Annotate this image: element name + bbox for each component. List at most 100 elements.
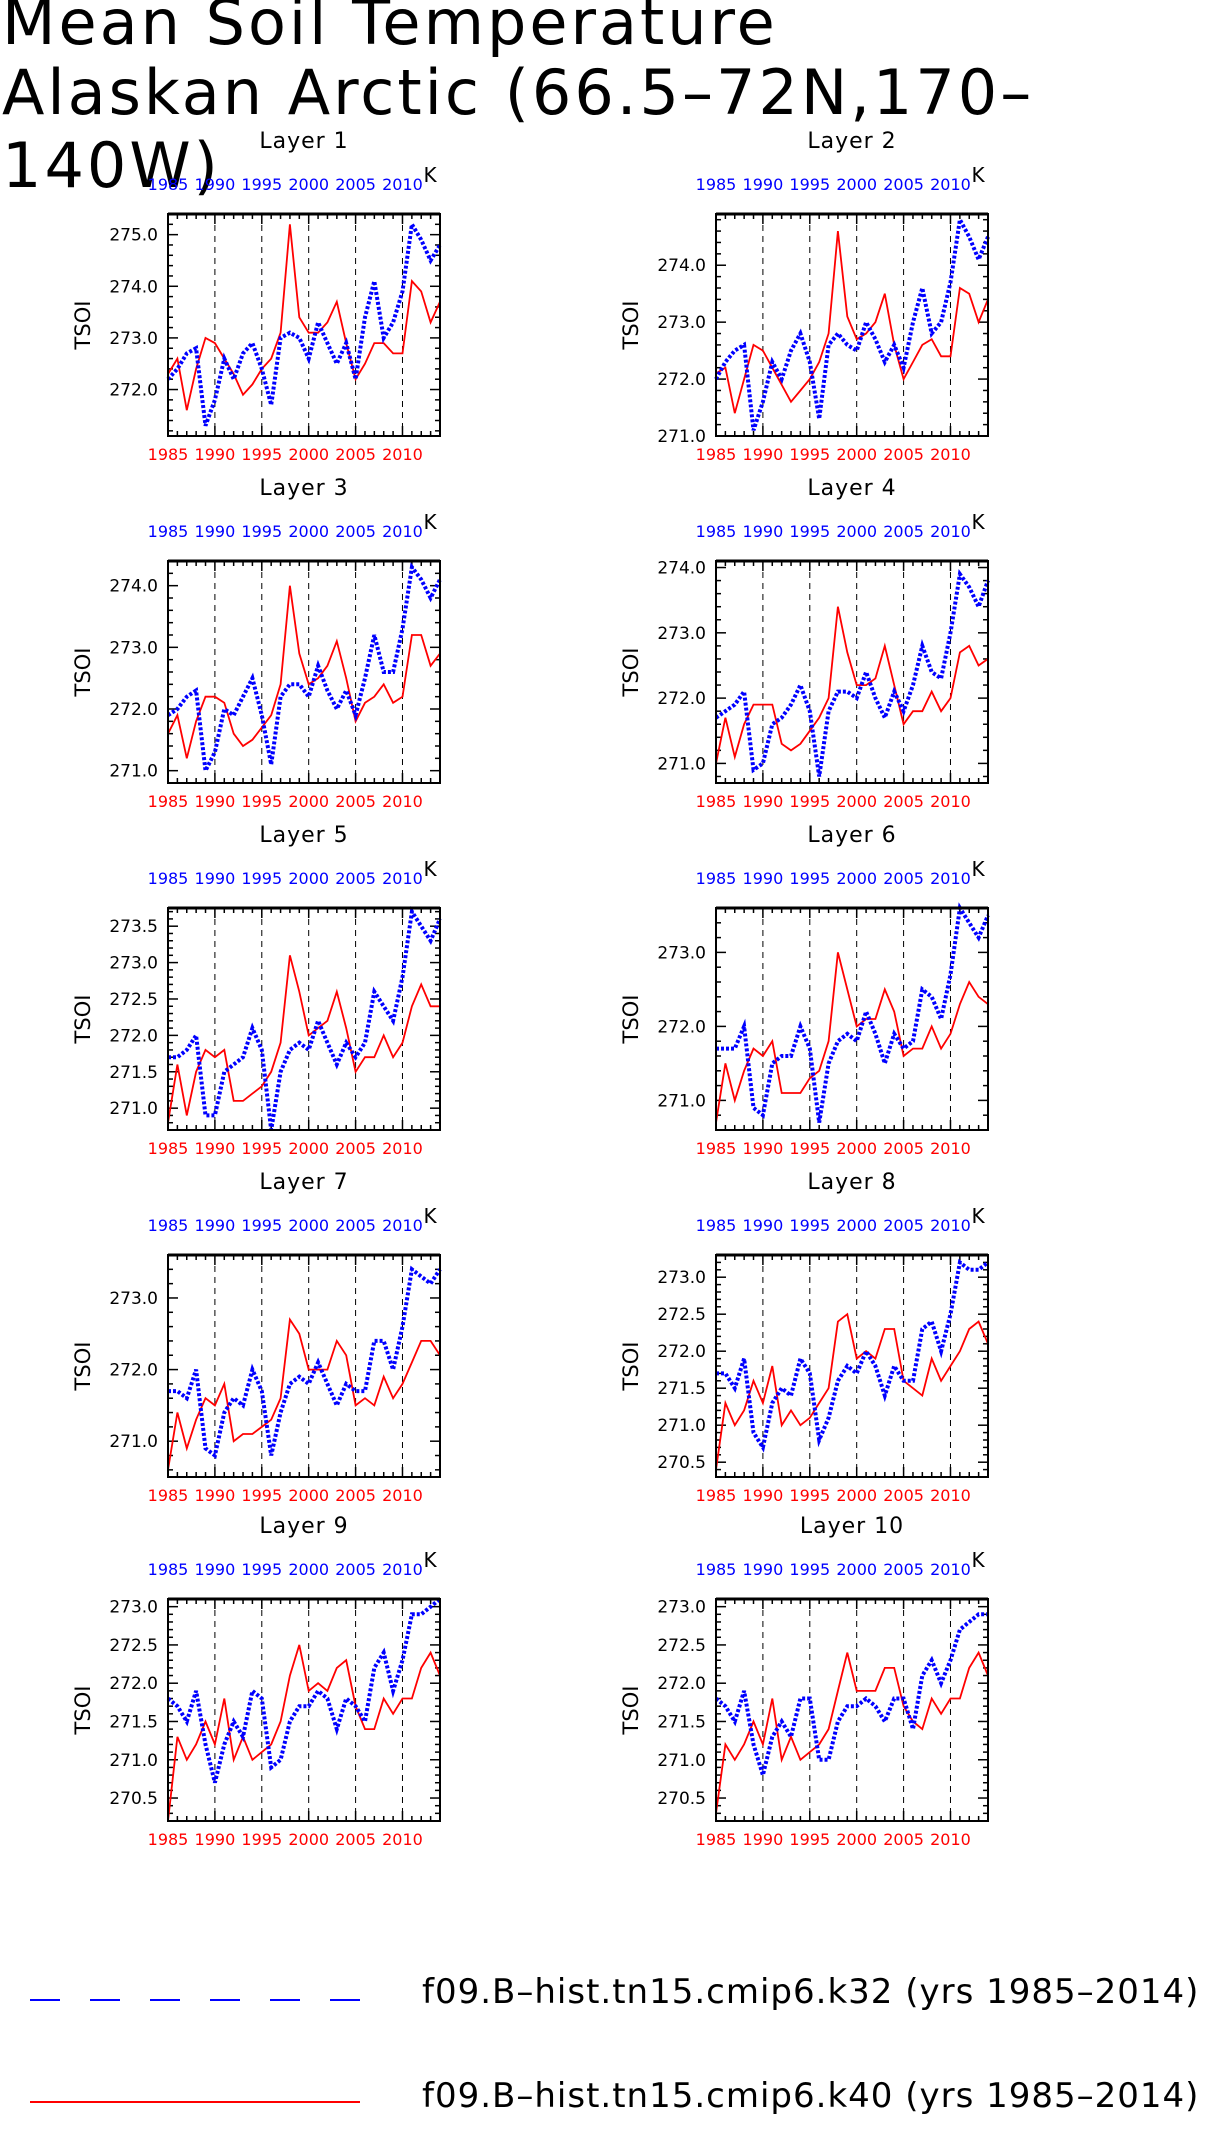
panel-4-xtick-label-bottom: 1990 (743, 792, 784, 811)
panel-4-xtick-label-top: 1990 (743, 522, 784, 541)
panel-4-xtick-label-top: 1995 (789, 522, 830, 541)
panel-7-frame (167, 1254, 441, 1478)
panel-7-series-k32 (168, 1265, 442, 1459)
panel-1-series-k32 (166, 218, 442, 427)
panel-4-xtick-label-bottom: 1985 (696, 792, 737, 811)
panel-10-series-k40 (715, 1650, 989, 1814)
panel-9-ytick-label: 272.5 (109, 1636, 158, 1656)
panel-10-ylabel: TSOI (619, 1686, 643, 1736)
panel-8-ytick-label: 273.0 (657, 1268, 706, 1288)
panel-4-ytick-label: 272.0 (657, 689, 706, 709)
panel-2-ylabel: TSOI (619, 301, 643, 351)
panel-9-ytick-label: 273.0 (109, 1598, 158, 1618)
panel-5-ytick-label: 273.5 (109, 917, 158, 937)
panel-6-ylabel: TSOI (619, 995, 643, 1045)
panel-7-ytick-label: 273.0 (109, 1289, 158, 1309)
legend-entry-k32: f09.B–hist.tn15.cmip6.k32 (yrs 1985–2014… (30, 1964, 1220, 2024)
panel-4-xtick-label-top: 2010 (930, 522, 971, 541)
panel-6-ytick-label: 271.0 (657, 1091, 706, 1111)
panel-7-ytick-label: 272.0 (109, 1361, 158, 1381)
panel-3-series-k40 (167, 585, 441, 759)
panel-9-ytick-label: 271.5 (109, 1712, 158, 1732)
panel-1-xtick-label-top: 2005 (335, 175, 376, 194)
legend-label-k40: f09.B–hist.tn15.cmip6.k40 (yrs 1985–2014… (422, 2076, 1200, 2116)
panel-5-ytick-label: 273.0 (109, 954, 158, 974)
panel-3-ytick-label: 274.0 (109, 577, 158, 597)
panel-2-xtick-label-top: 2005 (883, 175, 924, 194)
panel-10-ytick-label: 272.5 (657, 1636, 706, 1656)
panel-2-xtick-label-top: 1985 (696, 175, 737, 194)
chart-title-line-2: Alaskan Arctic (66.5–72N,170–140W) (2, 56, 1035, 202)
panel-5-frame (167, 907, 441, 1131)
panel-5-xtick-label-top: 1985 (148, 869, 189, 888)
panel-8-xtick-label-top: 2010 (930, 1216, 971, 1235)
panel-8-ytick-label: 271.0 (657, 1416, 706, 1436)
panel-8-xtick-label-top: 2000 (836, 1216, 877, 1235)
panel-9-units-label: K (423, 1548, 437, 1572)
panel-3-xtick-label-top: 2005 (335, 522, 376, 541)
panel-7-xtick-label-bottom: 1995 (241, 1486, 282, 1505)
panel-6-xtick-label-top: 1995 (789, 869, 830, 888)
panel-2-frame (715, 213, 989, 437)
panel-10-xtick-label-top: 2005 (883, 1560, 924, 1579)
panel-8-xtick-label-top: 2005 (883, 1216, 924, 1235)
panel-10-xtick-label-bottom: 2005 (883, 1830, 924, 1849)
panel-3-xtick-label-bottom: 2000 (288, 792, 329, 811)
panel-10-units-label: K (971, 1548, 985, 1572)
panel-9-xtick-label-top: 2005 (335, 1560, 376, 1579)
panel-6-xtick-label-top: 1985 (696, 869, 737, 888)
panel-1-xtick-label-top: 1990 (195, 175, 236, 194)
panel-6-xtick-label-top: 2000 (836, 869, 877, 888)
panel-9-xtick-label-bottom: 1990 (195, 1830, 236, 1849)
panel-10-xtick-label-top: 1990 (743, 1560, 784, 1579)
panel-7-xtick-label-top: 1995 (241, 1216, 282, 1235)
panel-5-ytick-label: 272.5 (109, 990, 158, 1010)
panel-8-xtick-label-bottom: 1995 (789, 1486, 830, 1505)
panel-7-xtick-label-top: 1985 (148, 1216, 189, 1235)
panel-9-xtick-label-top: 2000 (288, 1560, 329, 1579)
panel-1-xtick-label-bottom: 1985 (148, 445, 189, 464)
panel-5-xtick-label-top: 1990 (195, 869, 236, 888)
panel-6-xtick-label-bottom: 1990 (743, 1139, 784, 1158)
panel-3-xtick-label-bottom: 1995 (241, 792, 282, 811)
panel-9-ytick-label: 270.5 (109, 1789, 158, 1809)
panel-7-xtick-label-top: 2010 (382, 1216, 423, 1235)
panel-4-xtick-label-bottom: 2010 (930, 792, 971, 811)
panel-9-xtick-label-bottom: 2000 (288, 1830, 329, 1849)
panel-8-xtick-label-bottom: 1985 (696, 1486, 737, 1505)
panel-1-xtick-label-top: 2010 (382, 175, 423, 194)
panel-2-ytick-label: 271.0 (657, 427, 706, 447)
panel-2-xtick-label-bottom: 2000 (836, 445, 877, 464)
panel-8-ytick-label: 271.5 (657, 1379, 706, 1399)
panel-3-xtick-label-top: 1985 (148, 522, 189, 541)
panel-5-xtick-label-top: 2010 (382, 869, 423, 888)
panel-7-series-k40 (167, 1316, 441, 1470)
panel-5-ytick-label: 271.0 (109, 1099, 158, 1119)
legend-swatch-k40 (30, 2101, 360, 2103)
panel-6-units-label: K (971, 857, 985, 881)
panel-6-series-k32 (716, 902, 990, 1123)
panel-4-title: Layer 4 (807, 476, 896, 501)
panel-9-ytick-label: 271.0 (109, 1751, 158, 1771)
panel-7-xtick-label-bottom: 2005 (335, 1486, 376, 1505)
panel-5-ytick-label: 271.5 (109, 1063, 158, 1083)
panel-5-xtick-label-bottom: 1990 (195, 1139, 236, 1158)
panel-8-xtick-label-bottom: 2005 (883, 1486, 924, 1505)
panel-1-ytick-label: 272.0 (109, 381, 158, 401)
panel-10-xtick-label-bottom: 1995 (789, 1830, 830, 1849)
panel-8-ytick-label: 272.0 (657, 1342, 706, 1362)
panel-5-xtick-label-bottom: 2000 (288, 1139, 329, 1158)
panel-10-xtick-label-top: 2000 (836, 1560, 877, 1579)
panel-4-xtick-label-top: 1985 (696, 522, 737, 541)
panel-3-xtick-label-bottom: 1990 (195, 792, 236, 811)
panel-3-xtick-label-top: 1995 (241, 522, 282, 541)
panel-2-xtick-label-bottom: 1995 (789, 445, 830, 464)
panel-7-xtick-label-top: 2000 (288, 1216, 329, 1235)
panel-7-xtick-label-bottom: 2010 (382, 1486, 423, 1505)
panel-6-xtick-label-top: 2010 (930, 869, 971, 888)
panel-2-title: Layer 2 (807, 129, 896, 154)
panel-10-ytick-label: 272.0 (657, 1674, 706, 1694)
panel-1-ytick-label: 275.0 (109, 226, 158, 246)
panel-3-xtick-label-top: 2000 (288, 522, 329, 541)
panel-5-ylabel: TSOI (71, 995, 95, 1045)
